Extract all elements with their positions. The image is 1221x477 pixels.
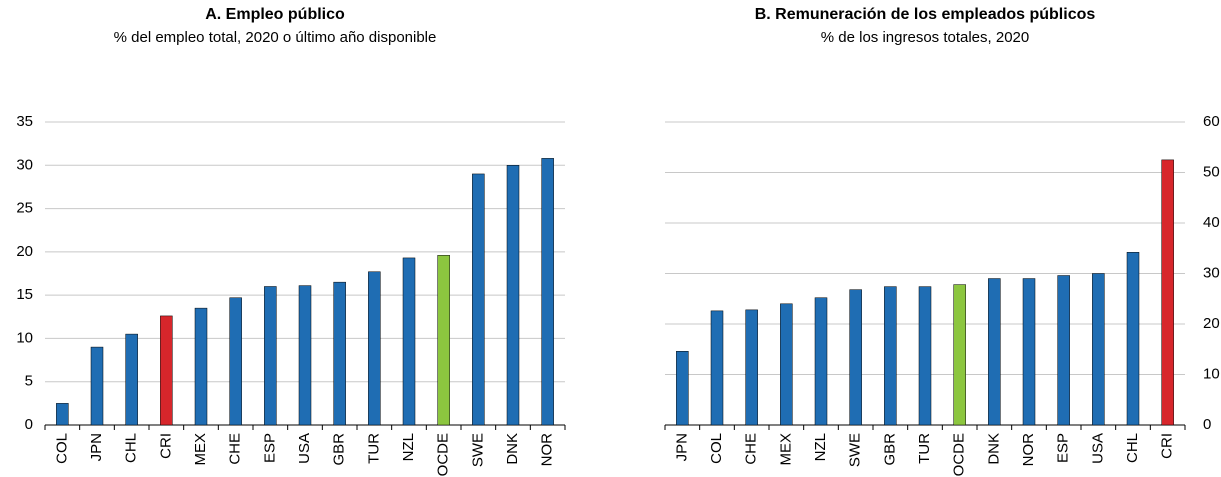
x-tick-label: CRI: [1159, 433, 1176, 459]
x-tick-label: NOR: [1020, 433, 1037, 467]
bar: [298, 285, 312, 426]
x-tick-label: MEX: [777, 433, 794, 466]
chart-subtitle: % de los ingresos totales, 2020: [821, 29, 1029, 46]
y-tick-label: 35: [16, 113, 33, 130]
chart-title: A. Empleo público: [205, 6, 345, 23]
chart-subtitle: % del empleo total, 2020 o último año di…: [114, 29, 437, 46]
y-tick-label: 10: [16, 329, 33, 346]
x-tick-label: GBR: [881, 433, 898, 466]
x-tick-label: TUR: [916, 433, 933, 464]
y-tick-label: 20: [1203, 315, 1220, 332]
y-tick-label: 20: [16, 243, 33, 260]
bar: [1022, 278, 1036, 426]
bar: [264, 286, 277, 426]
bar: [918, 286, 932, 426]
x-tick-label: GBR: [331, 433, 348, 466]
bar: [884, 286, 897, 426]
x-tick-label: USA: [1089, 433, 1106, 464]
y-tick-label: 30: [1203, 264, 1220, 281]
y-tick-label: 40: [1203, 214, 1220, 231]
x-tick-label: SWE: [847, 433, 864, 467]
x-tick-label: COL: [53, 433, 70, 464]
x-tick-label: NOR: [539, 433, 556, 467]
bar: [710, 310, 724, 426]
bar: [125, 333, 138, 426]
bar: [437, 255, 450, 426]
x-tick-label: MEX: [192, 433, 209, 466]
bar: [814, 297, 828, 426]
x-tick-label: SWE: [469, 433, 486, 467]
bar: [229, 297, 242, 426]
bar: [988, 278, 1001, 426]
bar: [194, 307, 208, 426]
bar: [1057, 275, 1070, 426]
x-tick-label: CHE: [743, 433, 760, 465]
x-tick-label: COL: [708, 433, 725, 464]
x-tick-label: CHL: [123, 433, 140, 463]
bar: [541, 158, 554, 426]
x-tick-label: CRI: [157, 433, 174, 459]
x-tick-label: JPN: [673, 433, 690, 461]
bar: [953, 284, 966, 426]
x-tick-label: OCDE: [951, 433, 968, 476]
bar: [1161, 159, 1174, 426]
y-tick-label: 60: [1203, 113, 1220, 130]
chart-title: B. Remuneración de los empleados público…: [755, 6, 1096, 23]
y-tick-label: 10: [1203, 365, 1220, 382]
bar: [402, 257, 416, 426]
y-tick-label: 0: [25, 416, 33, 433]
x-tick-label: NZL: [812, 433, 829, 461]
bar: [368, 271, 381, 426]
y-tick-label: 0: [1203, 416, 1211, 433]
x-tick-label: JPN: [88, 433, 105, 461]
x-tick-label: NZL: [400, 433, 417, 461]
bar: [160, 315, 173, 426]
y-tick-label: 5: [25, 373, 33, 390]
bar: [56, 403, 69, 426]
y-tick-label: 30: [16, 156, 33, 173]
y-tick-label: 50: [1203, 163, 1220, 180]
bar: [849, 289, 862, 426]
bar: [745, 309, 758, 426]
bar: [1126, 252, 1140, 426]
x-tick-label: DNK: [504, 433, 521, 465]
bar: [472, 173, 485, 426]
bar: [333, 281, 346, 426]
y-tick-label: 25: [16, 200, 33, 217]
x-tick-label: USA: [296, 433, 313, 464]
x-tick-label: ESP: [261, 433, 278, 463]
x-tick-label: DNK: [985, 433, 1002, 465]
x-tick-label: OCDE: [435, 433, 452, 476]
bar: [676, 351, 689, 426]
x-tick-label: CHE: [227, 433, 244, 465]
x-tick-label: TUR: [365, 433, 382, 464]
x-tick-label: CHL: [1124, 433, 1141, 463]
bar: [506, 165, 520, 426]
x-tick-label: ESP: [1055, 433, 1072, 463]
bar: [780, 303, 793, 426]
bar: [1092, 273, 1105, 426]
y-tick-label: 15: [16, 286, 33, 303]
bar: [90, 346, 104, 426]
